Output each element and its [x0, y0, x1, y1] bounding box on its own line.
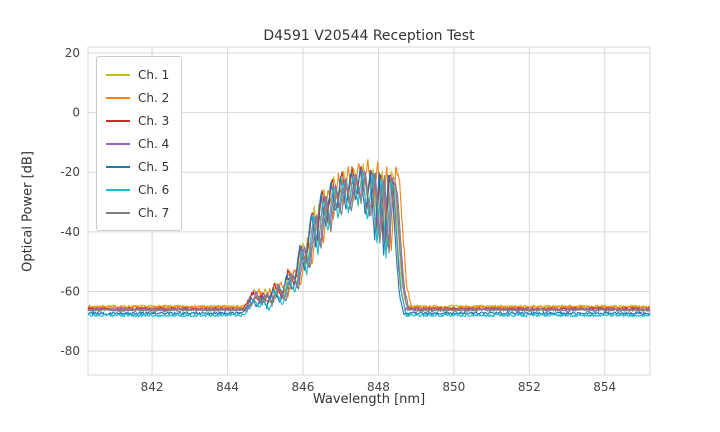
y-tick-label: -40	[60, 225, 80, 239]
legend-label: Ch. 5	[138, 159, 170, 174]
legend-item-ch-6: Ch. 6	[106, 178, 169, 201]
legend-line-swatch	[106, 165, 130, 168]
chart-title: D4591 V20544 Reception Test	[263, 28, 475, 44]
legend: Ch. 1 Ch. 2 Ch. 3 Ch. 4 Ch. 5 Ch. 6 Ch. 7	[96, 56, 183, 231]
x-tick-label: 844	[216, 380, 239, 394]
y-tick-label: 0	[72, 106, 80, 120]
legend-item-ch-7: Ch. 7	[106, 201, 169, 224]
y-tick-label: -80	[60, 344, 80, 358]
x-tick-label: 850	[442, 380, 465, 394]
legend-label: Ch. 6	[138, 182, 170, 197]
series-line-ch-2	[87, 159, 651, 310]
legend-item-ch-5: Ch. 5	[106, 155, 169, 178]
legend-label: Ch. 2	[138, 90, 170, 105]
x-tick-label: 852	[518, 380, 541, 394]
legend-line-swatch	[106, 119, 130, 122]
x-tick-label: 846	[292, 380, 315, 394]
legend-line-swatch	[106, 73, 130, 76]
legend-label: Ch. 1	[138, 67, 170, 82]
y-tick-label: -20	[60, 165, 80, 179]
x-tick-label: 842	[141, 380, 164, 394]
y-axis-label: Optical Power [dB]	[20, 151, 36, 272]
legend-line-swatch	[106, 188, 130, 191]
legend-label: Ch. 4	[138, 136, 170, 151]
x-tick-label: 848	[367, 380, 390, 394]
plot-frame	[87, 46, 651, 376]
legend-item-ch-4: Ch. 4	[106, 132, 169, 155]
legend-item-ch-2: Ch. 2	[106, 86, 169, 109]
legend-line-swatch	[106, 142, 130, 145]
y-tick-label: -60	[60, 285, 80, 299]
legend-line-swatch	[106, 211, 130, 214]
x-tick-label: 854	[593, 380, 616, 394]
x-axis-label: Wavelength [nm]	[312, 392, 426, 407]
legend-item-ch-3: Ch. 3	[106, 109, 169, 132]
legend-label: Ch. 3	[138, 113, 170, 128]
legend-label: Ch. 7	[138, 205, 170, 220]
series-line-ch-7	[87, 172, 651, 313]
legend-item-ch-1: Ch. 1	[106, 63, 169, 86]
y-tick-label: 20	[65, 46, 80, 60]
legend-line-swatch	[106, 96, 130, 99]
